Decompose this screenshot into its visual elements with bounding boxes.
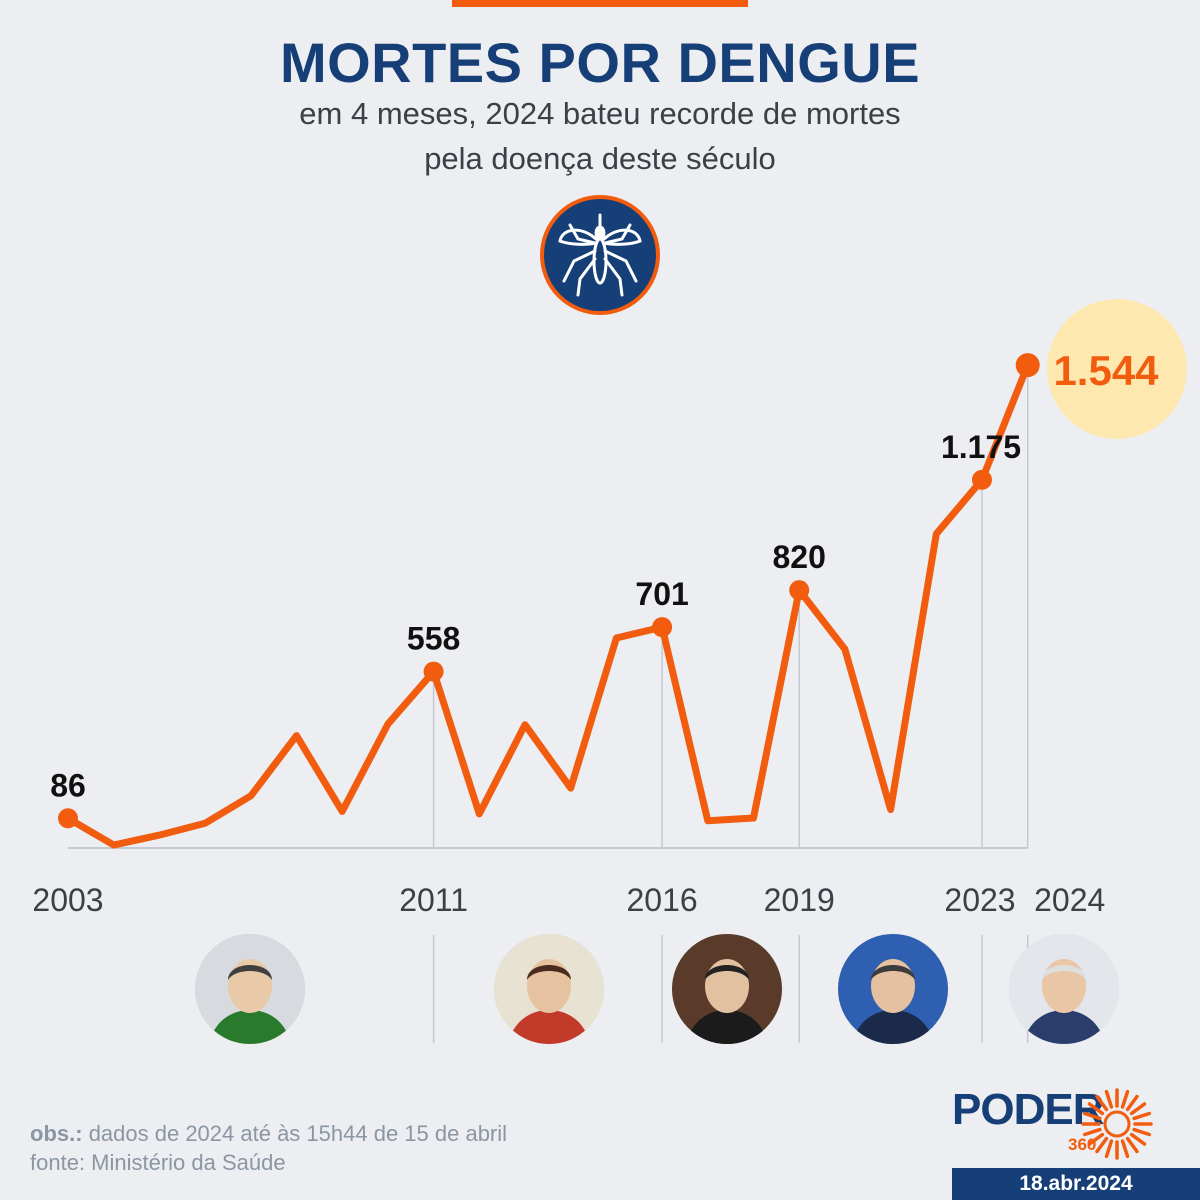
series-line [64, 361, 1032, 849]
sun-ray [1120, 1139, 1130, 1159]
source-note: fonte: Ministério da Saúde [30, 1150, 286, 1175]
sun-ray [1087, 1132, 1105, 1146]
sun-ray [1082, 1127, 1102, 1137]
data-label-2019: 820 [773, 539, 826, 575]
logo-wordmark: PODER [952, 1085, 1104, 1134]
subtitle-line-2: pela doença deste século [424, 141, 776, 176]
x-tick-2023: 2023 [944, 882, 1015, 918]
sun-ray [1104, 1139, 1114, 1159]
subtitle-line-1: em 4 meses, 2024 bateu recorde de mortes [299, 96, 901, 131]
x-tick-2011: 2011 [399, 882, 468, 918]
data-point-2024 [1015, 353, 1040, 378]
data-point-2003 [58, 808, 78, 829]
sun-ray [1095, 1094, 1109, 1112]
chart-points [58, 353, 1040, 829]
poder360-logo: PODER 360 [952, 1085, 1182, 1170]
logo-number: 360 [1068, 1135, 1097, 1154]
sun-ray [1082, 1111, 1102, 1121]
obs-note: obs.: dados de 2024 até às 15h44 de 15 d… [30, 1121, 507, 1147]
sun-ray [1125, 1136, 1139, 1154]
data-point-2011 [423, 661, 444, 682]
chart-ticks: 2003 2011 2016 2019 2023 2024 [32, 882, 1105, 918]
publication-date: 18.abr.2024 [952, 1168, 1200, 1200]
mosquito-icon [540, 195, 660, 315]
portrait-dilma [494, 934, 604, 1044]
chart-line-group [64, 299, 1187, 849]
sun-ray [1095, 1136, 1109, 1154]
x-tick-2003: 2003 [32, 882, 103, 918]
sun-ray [1104, 1089, 1114, 1109]
data-label-2024: 1.544 [1053, 347, 1159, 394]
data-point-2023 [972, 469, 992, 490]
data-label-2016: 701 [635, 576, 688, 612]
portrait-lula-2023 [1009, 934, 1119, 1044]
page-title: MORTES POR DENGUE [279, 31, 921, 94]
obs-label: obs.: [30, 1121, 83, 1146]
sun-ray [1125, 1094, 1139, 1112]
sun-ray [1120, 1089, 1130, 1109]
data-point-2016 [652, 617, 673, 638]
x-tick-2016: 2016 [627, 882, 698, 918]
portrait-lula-2003 [195, 934, 305, 1044]
highlight-bubble [1047, 299, 1187, 439]
data-label-2011: 558 [407, 621, 460, 657]
sun-burst-icon [1081, 1088, 1153, 1160]
x-tick-2019: 2019 [764, 882, 835, 918]
sun-ray [1129, 1132, 1147, 1146]
sun-ray [1087, 1102, 1105, 1116]
chart-labels: 86 558 701 820 1.175 1.544 [50, 347, 1159, 803]
data-label-2003: 86 [50, 767, 86, 803]
obs-text: dados de 2024 até às 15h44 de 15 de abri… [88, 1121, 508, 1146]
x-tick-2024: 2024 [1034, 882, 1105, 918]
sun-ray [1132, 1111, 1152, 1121]
portrait-bolsonaro [838, 934, 948, 1044]
sun-ray [1129, 1102, 1147, 1116]
portrait-temer [672, 934, 782, 1044]
data-label-2023: 1.175 [941, 429, 1021, 465]
sun-core [1103, 1110, 1131, 1138]
top-accent-bar [452, 0, 748, 7]
sun-ray [1132, 1127, 1152, 1137]
data-point-2019 [789, 580, 810, 601]
chart-guides [68, 365, 1029, 1043]
